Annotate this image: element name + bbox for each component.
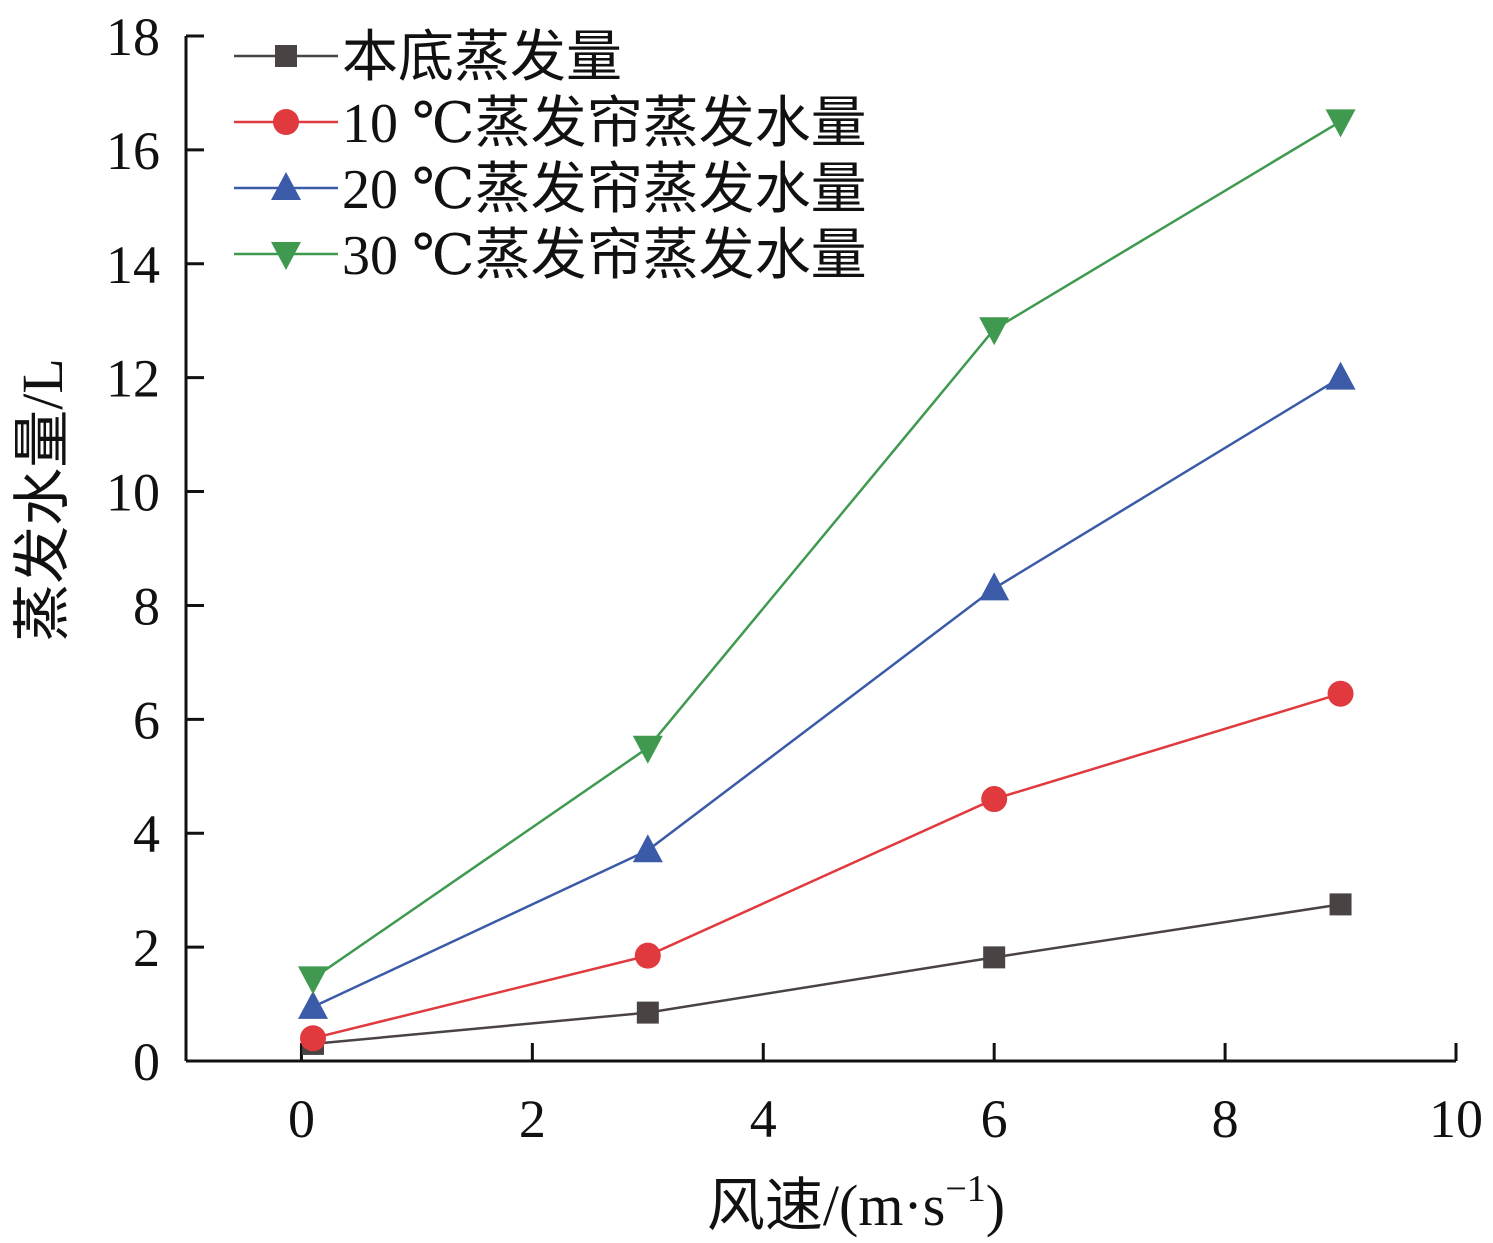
- series-0-point-1: [636, 1001, 659, 1024]
- series-3-point-2: [979, 317, 1010, 346]
- legend-entry-2: 20 ℃蒸发帘蒸发水量: [234, 159, 867, 221]
- series-2-point-0: [298, 990, 328, 1019]
- x-axis-title: 风速/(m·s−1): [707, 1168, 1005, 1238]
- series-3-point-1: [632, 735, 663, 764]
- series-3-point-0: [298, 966, 328, 995]
- y-tick-label-3: 6: [133, 690, 160, 750]
- x-tick-label-4: 8: [1212, 1089, 1239, 1149]
- legend-label-0: 本底蒸发量: [342, 27, 622, 89]
- legend-label-2: 20 ℃蒸发帘蒸发水量: [342, 159, 867, 221]
- series-0-line: [312, 903, 1341, 1046]
- y-tick-label-8: 16: [106, 121, 160, 181]
- series-3-line: [312, 120, 1342, 980]
- y-tick-label-0: 0: [133, 1032, 160, 1092]
- y-tick-label-2: 4: [133, 804, 160, 864]
- series-1-line: [312, 692, 1341, 1040]
- legend-marker-2: [271, 172, 301, 200]
- series-2-point-1: [632, 834, 663, 863]
- legend-marker-1: [273, 109, 299, 135]
- series-2-point-3: [1325, 361, 1356, 390]
- series-1: [300, 680, 1354, 1052]
- y-axis-title: 蒸发水量/L: [10, 358, 75, 642]
- series-0-point-3: [1329, 893, 1352, 916]
- legend-label-1: 10 ℃蒸发帘蒸发水量: [342, 93, 867, 155]
- series-0: [302, 893, 1352, 1055]
- series-3-point-3: [1325, 109, 1356, 138]
- y-tick-label-5: 10: [106, 463, 160, 523]
- x-axis-title-close: ): [986, 1173, 1005, 1238]
- x-tick-label-2: 4: [750, 1089, 777, 1149]
- x-tick-label-0: 0: [288, 1089, 315, 1149]
- x-tick-label-5: 10: [1429, 1089, 1483, 1149]
- x-tick-label-3: 6: [981, 1089, 1008, 1149]
- legend-marker-0: [275, 45, 297, 67]
- series-0-point-2: [983, 946, 1006, 969]
- series-3: [298, 109, 1356, 995]
- y-tick-label-9: 18: [106, 7, 160, 67]
- legend-label-3: 30 ℃蒸发帘蒸发水量: [342, 225, 867, 287]
- series-layer: [298, 109, 1356, 1055]
- legend-entry-1: 10 ℃蒸发帘蒸发水量: [234, 93, 867, 155]
- x-axis-title-main: 风速/(m·s: [707, 1173, 945, 1238]
- series-1-point-0: [300, 1025, 326, 1052]
- series-2-line: [312, 376, 1342, 1009]
- y-tick-label-4: 8: [133, 576, 160, 636]
- series-2: [298, 361, 1356, 1019]
- y-tick-label-1: 2: [133, 918, 160, 978]
- y-tick-label-7: 14: [106, 235, 160, 295]
- x-axis-title-superscript: −1: [945, 1168, 985, 1210]
- series-1-point-3: [1327, 680, 1354, 707]
- series-1-point-1: [634, 942, 661, 969]
- legend-marker-3: [271, 242, 301, 270]
- series-2-point-2: [979, 572, 1010, 601]
- legend-entry-3: 30 ℃蒸发帘蒸发水量: [234, 225, 867, 287]
- y-tick-label-6: 12: [106, 349, 160, 409]
- x-tick-label-1: 2: [519, 1089, 546, 1149]
- series-1-point-2: [981, 786, 1008, 813]
- legend-entry-0: 本底蒸发量: [234, 27, 622, 89]
- axes: 0 2 4 6 8 10 12 14 16 18 0 2 4 6 8 10: [106, 7, 1483, 1149]
